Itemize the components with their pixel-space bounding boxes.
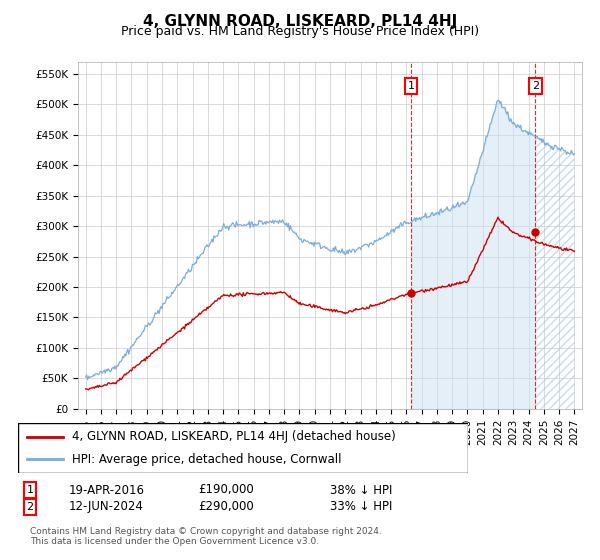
Text: 2: 2 (532, 81, 539, 91)
Text: 2: 2 (26, 502, 34, 512)
Text: 12-JUN-2024: 12-JUN-2024 (69, 500, 144, 514)
Text: 38% ↓ HPI: 38% ↓ HPI (330, 483, 392, 497)
Text: Price paid vs. HM Land Registry's House Price Index (HPI): Price paid vs. HM Land Registry's House … (121, 25, 479, 38)
Text: Contains HM Land Registry data © Crown copyright and database right 2024.
This d: Contains HM Land Registry data © Crown c… (30, 527, 382, 546)
FancyBboxPatch shape (18, 423, 468, 473)
Text: HPI: Average price, detached house, Cornwall: HPI: Average price, detached house, Corn… (72, 452, 341, 465)
Text: 4, GLYNN ROAD, LISKEARD, PL14 4HJ: 4, GLYNN ROAD, LISKEARD, PL14 4HJ (143, 14, 457, 29)
Text: 1: 1 (26, 485, 34, 495)
Text: 4, GLYNN ROAD, LISKEARD, PL14 4HJ (detached house): 4, GLYNN ROAD, LISKEARD, PL14 4HJ (detac… (72, 431, 396, 444)
Text: 1: 1 (407, 81, 415, 91)
Text: 19-APR-2016: 19-APR-2016 (69, 483, 145, 497)
Text: £290,000: £290,000 (198, 500, 254, 514)
Text: £190,000: £190,000 (198, 483, 254, 497)
Text: 33% ↓ HPI: 33% ↓ HPI (330, 500, 392, 514)
